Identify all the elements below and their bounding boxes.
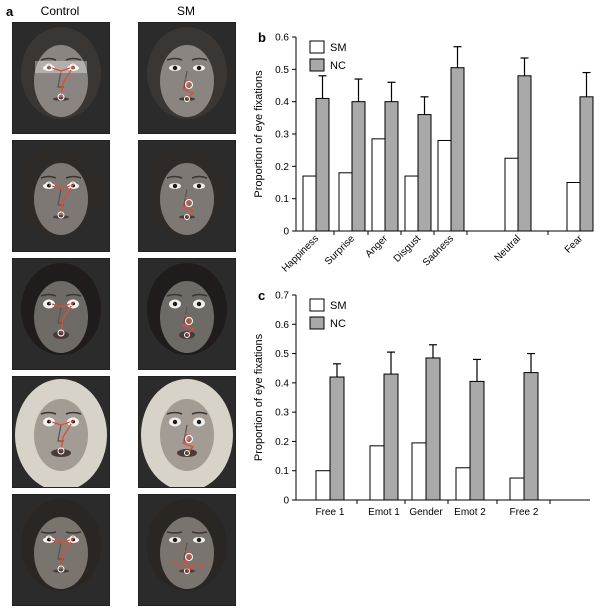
bar-nc	[417, 114, 432, 232]
bar-sm	[338, 172, 353, 232]
bar-sm	[315, 470, 331, 501]
bar-nc	[425, 357, 441, 501]
y-tick-label: 0.6	[275, 320, 289, 331]
bar-sm	[437, 139, 452, 232]
bar-sm	[302, 175, 317, 232]
legend-swatch	[309, 316, 325, 330]
bar-nc	[450, 67, 465, 232]
face-photo	[12, 22, 110, 134]
y-tick-label: 0	[283, 496, 289, 507]
bar-sm	[369, 445, 385, 501]
panel-a-letter: a	[6, 4, 14, 19]
y-tick-label: 0.6	[275, 33, 289, 44]
face-photo	[138, 494, 236, 606]
bar-sm	[455, 467, 471, 501]
face-photo	[12, 258, 110, 370]
face-photo	[12, 494, 110, 606]
bar-sm	[404, 175, 419, 232]
y-tick-label: 0.1	[275, 466, 289, 477]
y-tick-label: 0.4	[275, 378, 289, 389]
face-photo	[138, 22, 236, 134]
bar-nc	[523, 372, 539, 501]
y-tick-label: 0.2	[275, 162, 289, 173]
legend-label: SM	[330, 300, 347, 312]
bar-sm	[509, 477, 525, 501]
x-tick-label: Anger	[363, 233, 390, 260]
legend-label: NC	[330, 60, 346, 72]
y-tick-label: 0.4	[275, 97, 289, 108]
bar-nc	[329, 376, 345, 501]
x-tick-label: Disgust	[392, 233, 424, 265]
bar-nc	[579, 96, 594, 232]
x-tick-label: Gender	[409, 507, 443, 518]
column-header-sm: SM	[177, 4, 195, 18]
face-photo	[138, 258, 236, 370]
bar-nc	[383, 373, 399, 501]
x-tick-label: Emot 1	[368, 507, 400, 518]
y-axis-label: Proportion of eye fixations	[253, 70, 265, 198]
x-tick-label: Happiness	[280, 233, 321, 274]
y-axis-label: Proportion of eye fixations	[253, 333, 265, 461]
face-photo	[12, 376, 110, 488]
y-tick-label: 0	[283, 227, 289, 238]
bar-nc	[517, 75, 532, 232]
y-tick-label: 0.3	[275, 130, 289, 141]
bar-sm	[504, 157, 519, 232]
legend-swatch	[309, 40, 325, 54]
y-tick-label: 0.2	[275, 437, 289, 448]
legend-label: SM	[330, 42, 347, 54]
y-tick-label: 0.5	[275, 65, 289, 76]
y-tick-label: 0.7	[275, 291, 289, 302]
x-tick-label: Surprise	[323, 233, 357, 267]
x-tick-label: Fear	[563, 233, 586, 256]
bar-nc	[384, 101, 399, 232]
bar-sm	[411, 442, 427, 501]
face-photo	[12, 140, 110, 252]
legend-swatch	[309, 298, 325, 312]
face-photo	[138, 376, 236, 488]
legend-label: NC	[330, 318, 346, 330]
x-tick-label: Free 2	[510, 507, 539, 518]
legend-swatch	[309, 58, 325, 72]
x-tick-label: Neutral	[493, 233, 524, 264]
panel-b-letter: b	[258, 30, 266, 45]
bar-sm	[371, 138, 386, 232]
y-tick-label: 0.1	[275, 194, 289, 205]
column-header-control: Control	[40, 4, 80, 18]
y-tick-label: 0.3	[275, 408, 289, 419]
x-tick-label: Free 1	[316, 507, 345, 518]
panel-c-letter: c	[258, 288, 266, 303]
bar-nc	[315, 97, 330, 232]
y-tick-label: 0.5	[275, 349, 289, 360]
x-tick-label: Emot 2	[454, 507, 486, 518]
bar-sm	[566, 182, 581, 232]
bar-nc	[469, 380, 485, 501]
bar-nc	[351, 101, 366, 232]
x-tick-label: Sadness	[421, 233, 456, 268]
face-photo	[138, 140, 236, 252]
